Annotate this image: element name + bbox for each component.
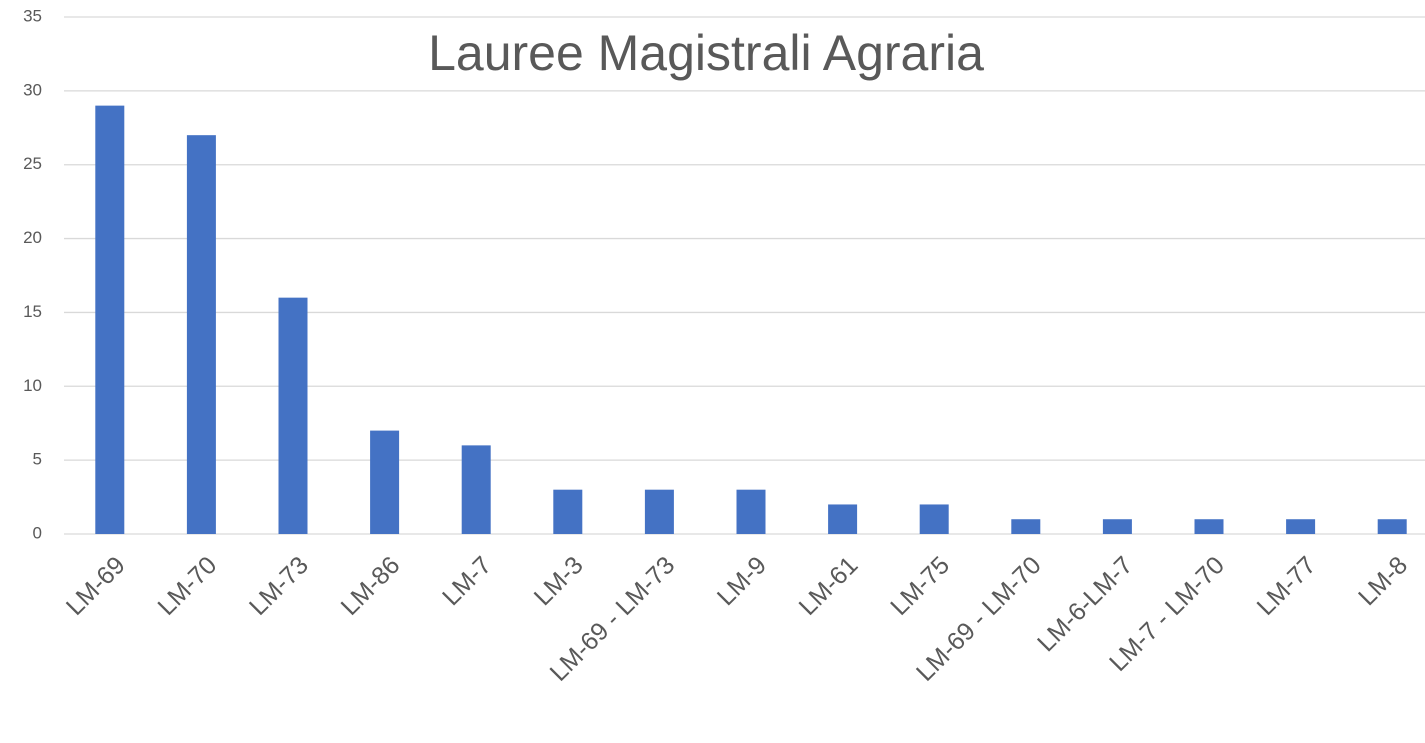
x-tick-label: LM-7 [437, 551, 497, 611]
y-tick-label: 35 [23, 6, 42, 25]
y-tick-label: 0 [33, 523, 42, 542]
bar [1011, 519, 1041, 534]
bar [644, 489, 674, 534]
x-tick-label: LM-86 [336, 551, 406, 621]
y-tick-label: 30 [23, 80, 42, 99]
y-tick-label: 20 [23, 228, 42, 247]
x-tick-label: LM-75 [885, 551, 955, 621]
bar [1102, 519, 1132, 534]
bar [186, 135, 216, 534]
x-tick-label: LM-70 [152, 551, 222, 621]
bar [95, 105, 125, 534]
x-tick-label: LM-8 [1353, 551, 1413, 611]
bar [370, 430, 400, 534]
bar [461, 445, 491, 534]
x-tick-label: LM-73 [244, 551, 314, 621]
y-tick-label: 25 [23, 154, 42, 173]
bar [1286, 519, 1316, 534]
x-tick-label: LM-61 [794, 551, 864, 621]
x-tick-label: LM-77 [1252, 551, 1322, 621]
y-tick-label: 10 [23, 376, 42, 395]
x-tick-label: LM-69 [61, 551, 131, 621]
bar [1194, 519, 1224, 534]
bar [1377, 519, 1407, 534]
bar [278, 297, 308, 534]
x-tick-label: LM-3 [529, 551, 589, 611]
bar [919, 504, 949, 534]
bar [736, 489, 766, 534]
chart-title: Lauree Magistrali Agraria [428, 25, 984, 81]
bar [828, 504, 858, 534]
y-tick-label: 5 [33, 450, 42, 469]
bar [553, 489, 583, 534]
x-tick-label: LM-9 [712, 551, 772, 611]
y-tick-label: 15 [23, 302, 42, 321]
